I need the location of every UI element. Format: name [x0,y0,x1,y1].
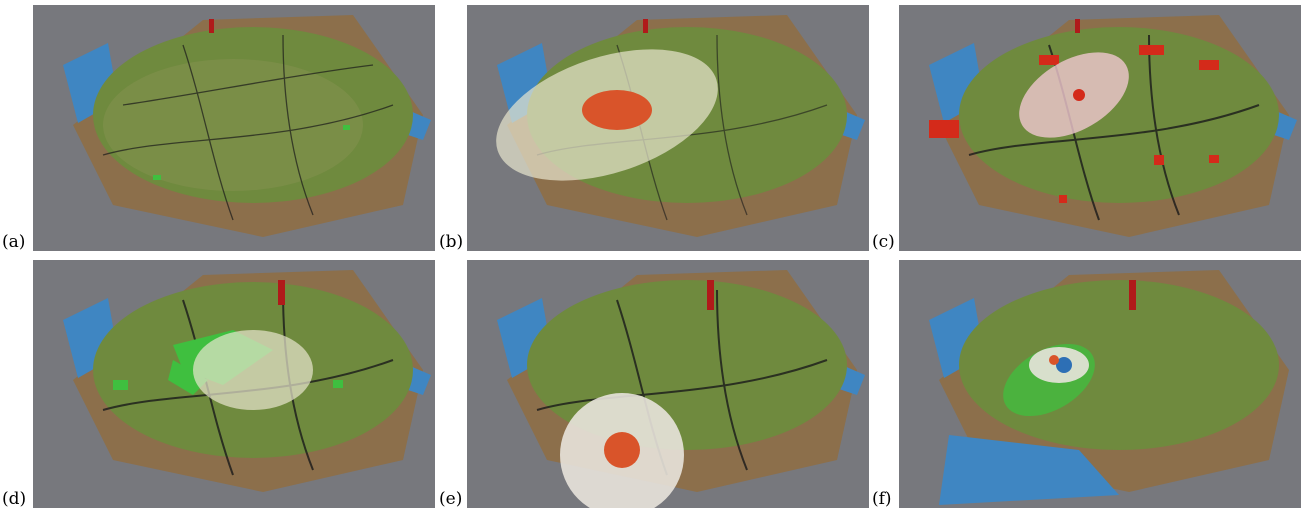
city-view[interactable] [899,5,1301,251]
panel-label: (e) [439,489,463,509]
city-terrain-image [929,270,1289,505]
city-terrain-image [63,15,431,237]
panel-c: (c) [870,0,1301,252]
city-terrain-image [497,270,865,508]
panel-label: (a) [2,232,26,252]
brush-area [193,330,313,410]
city-terrain-image [63,270,431,492]
panel-f: (f) [870,256,1301,510]
brush-center[interactable] [1073,89,1085,101]
panel-label: (b) [439,232,464,252]
brush-center-blue[interactable] [1056,357,1072,373]
city-view[interactable] [467,5,869,251]
panel-d: (d) [0,256,435,510]
city-view[interactable] [33,260,435,508]
city-view[interactable] [33,5,435,251]
panel-label: (f) [872,489,892,509]
selected-regions [929,45,1219,203]
city-terrain-image [929,15,1297,237]
brush-center[interactable] [604,432,640,468]
deformed-water [939,435,1119,505]
brush-center[interactable] [582,90,652,130]
panel-label: (c) [872,232,895,252]
panel-b: (b) [437,0,869,252]
panel-e: (e) [437,256,869,510]
panel-label: (d) [2,489,27,509]
city-view[interactable] [467,260,869,508]
city-view[interactable] [899,260,1301,508]
panel-a: (a) [0,0,435,252]
brush-center-orange[interactable] [1049,355,1059,365]
city-terrain-image [496,15,865,237]
